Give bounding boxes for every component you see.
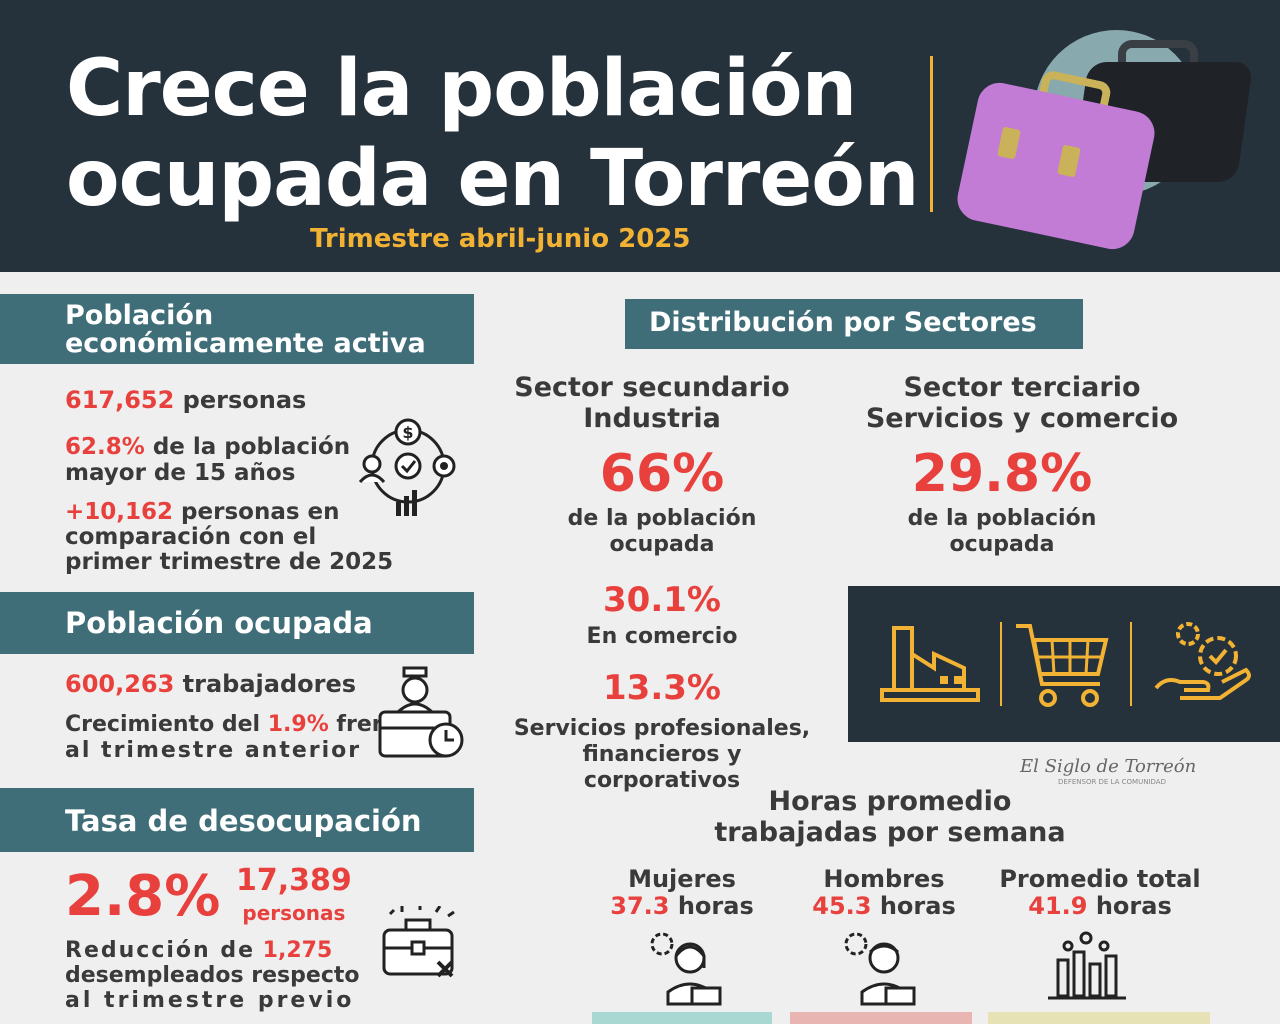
sector-terciario-line1: Sector terciario xyxy=(903,372,1141,403)
pea-diff-label-2: comparación con el xyxy=(65,524,317,550)
pea-pct: 62.8% de la población mayor de 15 años xyxy=(65,434,350,486)
comercio-pct: 30.1% xyxy=(603,580,721,620)
horas-hombres-label: Hombres xyxy=(823,865,945,893)
broken-briefcase-icon xyxy=(382,906,455,978)
sector-secundario-line2: Industria xyxy=(583,403,721,434)
servicios-pct: 13.3% xyxy=(603,668,721,708)
header-banner: Crece la población ocupada en Torreón Tr… xyxy=(0,0,1280,272)
ocupada-section-header: Población ocupada xyxy=(0,592,474,654)
horas-title: Horas promedio trabajadas por semana xyxy=(700,786,1080,848)
ocupada-growth-line2: al trimestre anterior xyxy=(65,738,362,763)
shopping-cart-icon xyxy=(1016,624,1109,707)
sectores-title: Distribución por Sectores xyxy=(649,307,1037,338)
horas-mujeres-value: 37.3 xyxy=(610,892,670,920)
page-subtitle: Trimestre abril-junio 2025 xyxy=(310,224,691,254)
pea-diff: +10,162 personas en comparación con el p… xyxy=(65,500,393,575)
ocupada-growth-prefix: Crecimiento del xyxy=(65,712,261,737)
pea-section-header: Población económicamente activa xyxy=(0,294,474,364)
pea-title-line-2: económicamente activa xyxy=(65,328,426,359)
title-line-2: ocupada en Torreón xyxy=(66,134,919,224)
desocupacion-people-value: 17,389 xyxy=(236,863,352,898)
footer-bar-total xyxy=(988,1012,1210,1024)
desocupacion-people: 17,389 personas xyxy=(236,866,352,928)
title-line-1: Crece la población xyxy=(66,44,857,134)
horas-hombres: Hombres 45.3 horas xyxy=(784,866,984,920)
factory-icon xyxy=(880,626,980,702)
sector-terciario-desc: de la población ocupada xyxy=(872,506,1132,558)
horas-mujeres-unit: horas xyxy=(677,892,754,920)
sector-icons-panel xyxy=(848,586,1280,742)
pea-pct-label-1: de la población xyxy=(152,434,351,460)
page-title: Crece la población ocupada en Torreón xyxy=(66,44,926,224)
servicios-label1: Servicios profesionales, xyxy=(513,716,811,741)
sector-secundario-title: Sector secundario Industria xyxy=(502,372,802,434)
desocupacion-reduction-line2: desempleados respecto xyxy=(65,963,360,988)
pea-people: 617,652 personas xyxy=(65,386,306,414)
panel-divider-2 xyxy=(1130,622,1132,706)
ocupada-title: Población ocupada xyxy=(65,606,373,640)
desocupacion-people-label: personas xyxy=(242,901,346,925)
man-worker-icon xyxy=(844,932,916,1006)
sector-secundario-desc: de la población ocupada xyxy=(532,506,792,558)
sector-secundario-pct: 66% xyxy=(599,444,725,504)
svg-text:$: $ xyxy=(402,423,413,442)
desocupacion-reduction-value: 1,275 xyxy=(262,938,333,963)
horas-total: Promedio total 41.9 horas xyxy=(990,866,1210,920)
sector-secundario-line1: Sector secundario xyxy=(514,372,790,403)
pea-pct-label-2: mayor de 15 años xyxy=(65,460,296,486)
title-divider xyxy=(930,56,933,212)
hand-gear-icon xyxy=(1154,622,1251,700)
newspaper-logo: El Siglo de Torreón xyxy=(1020,756,1197,777)
desocupacion-reduction-line3: al trimestre previo xyxy=(65,988,355,1013)
footer-bar-women xyxy=(592,1012,772,1024)
pea-title-line-1: Población xyxy=(65,300,214,331)
sector-secundario-desc2: ocupada xyxy=(609,532,715,557)
newspaper-tagline: DEFENSOR DE LA COMUNIDAD xyxy=(1058,778,1166,786)
horas-hombres-unit: horas xyxy=(879,892,956,920)
pea-diff-year: 2025 xyxy=(329,549,394,575)
sector-secundario-desc1: de la población xyxy=(567,506,757,531)
sector-terciario-desc1: de la población xyxy=(907,506,1097,531)
ocupada-growth: Crecimiento del 1.9% frente al trimestre… xyxy=(65,712,413,764)
network-people-money-icon: $ xyxy=(358,418,456,516)
ocupada-workers: 600,263 trabajadores xyxy=(65,670,356,698)
ocupada-workers-label: trabajadores xyxy=(182,670,357,698)
panel-divider-1 xyxy=(1000,622,1002,706)
horas-total-label: Promedio total xyxy=(999,865,1201,893)
desocupacion-rate: 2.8% xyxy=(65,864,221,929)
desocupacion-reduction-prefix: Reducción de xyxy=(65,938,255,963)
woman-worker-icon xyxy=(650,932,722,1006)
desocupacion-title: Tasa de desocupación xyxy=(65,804,422,838)
sector-terciario-desc2: ocupada xyxy=(949,532,1055,557)
desocupacion-reduction: Reducción de 1,275 desempleados respecto… xyxy=(65,938,360,1013)
horas-mujeres-label: Mujeres xyxy=(628,865,736,893)
desocupacion-section-header: Tasa de desocupación xyxy=(0,788,474,852)
horas-hombres-value: 45.3 xyxy=(812,892,872,920)
ocupada-growth-value: 1.9% xyxy=(267,712,329,737)
horas-mujeres: Mujeres 37.3 horas xyxy=(582,866,782,920)
horas-title-line2: trabajadas por semana xyxy=(714,817,1066,848)
ocupada-workers-value: 600,263 xyxy=(65,670,175,698)
sector-terciario-title: Sector terciario Servicios y comercio xyxy=(842,372,1202,434)
sectores-section-header: Distribución por Sectores xyxy=(625,299,1083,349)
bar-chart-icon xyxy=(1048,931,1126,1000)
horas-total-value: 41.9 xyxy=(1028,892,1088,920)
dark-briefcase-handle xyxy=(1118,40,1198,74)
pea-diff-label-1: personas en xyxy=(181,499,340,525)
pea-diff-label-3: primer trimestre de xyxy=(65,549,322,575)
pea-people-value: 617,652 xyxy=(65,386,175,414)
sector-terciario-pct: 29.8% xyxy=(911,444,1093,504)
horas-total-unit: horas xyxy=(1095,892,1172,920)
worker-briefcase-clock-icon xyxy=(378,666,464,758)
pea-people-label: personas xyxy=(182,386,307,414)
servicios-label: Servicios profesionales, financieros y c… xyxy=(502,716,822,794)
servicios-label2: financieros y corporativos xyxy=(582,742,742,793)
horas-title-line1: Horas promedio xyxy=(768,786,1012,817)
footer-bar-men xyxy=(790,1012,972,1024)
pea-pct-value: 62.8% xyxy=(65,434,145,460)
pea-diff-value: +10,162 xyxy=(65,499,174,525)
sector-terciario-line2: Servicios y comercio xyxy=(865,403,1179,434)
comercio-label: En comercio xyxy=(586,624,738,649)
